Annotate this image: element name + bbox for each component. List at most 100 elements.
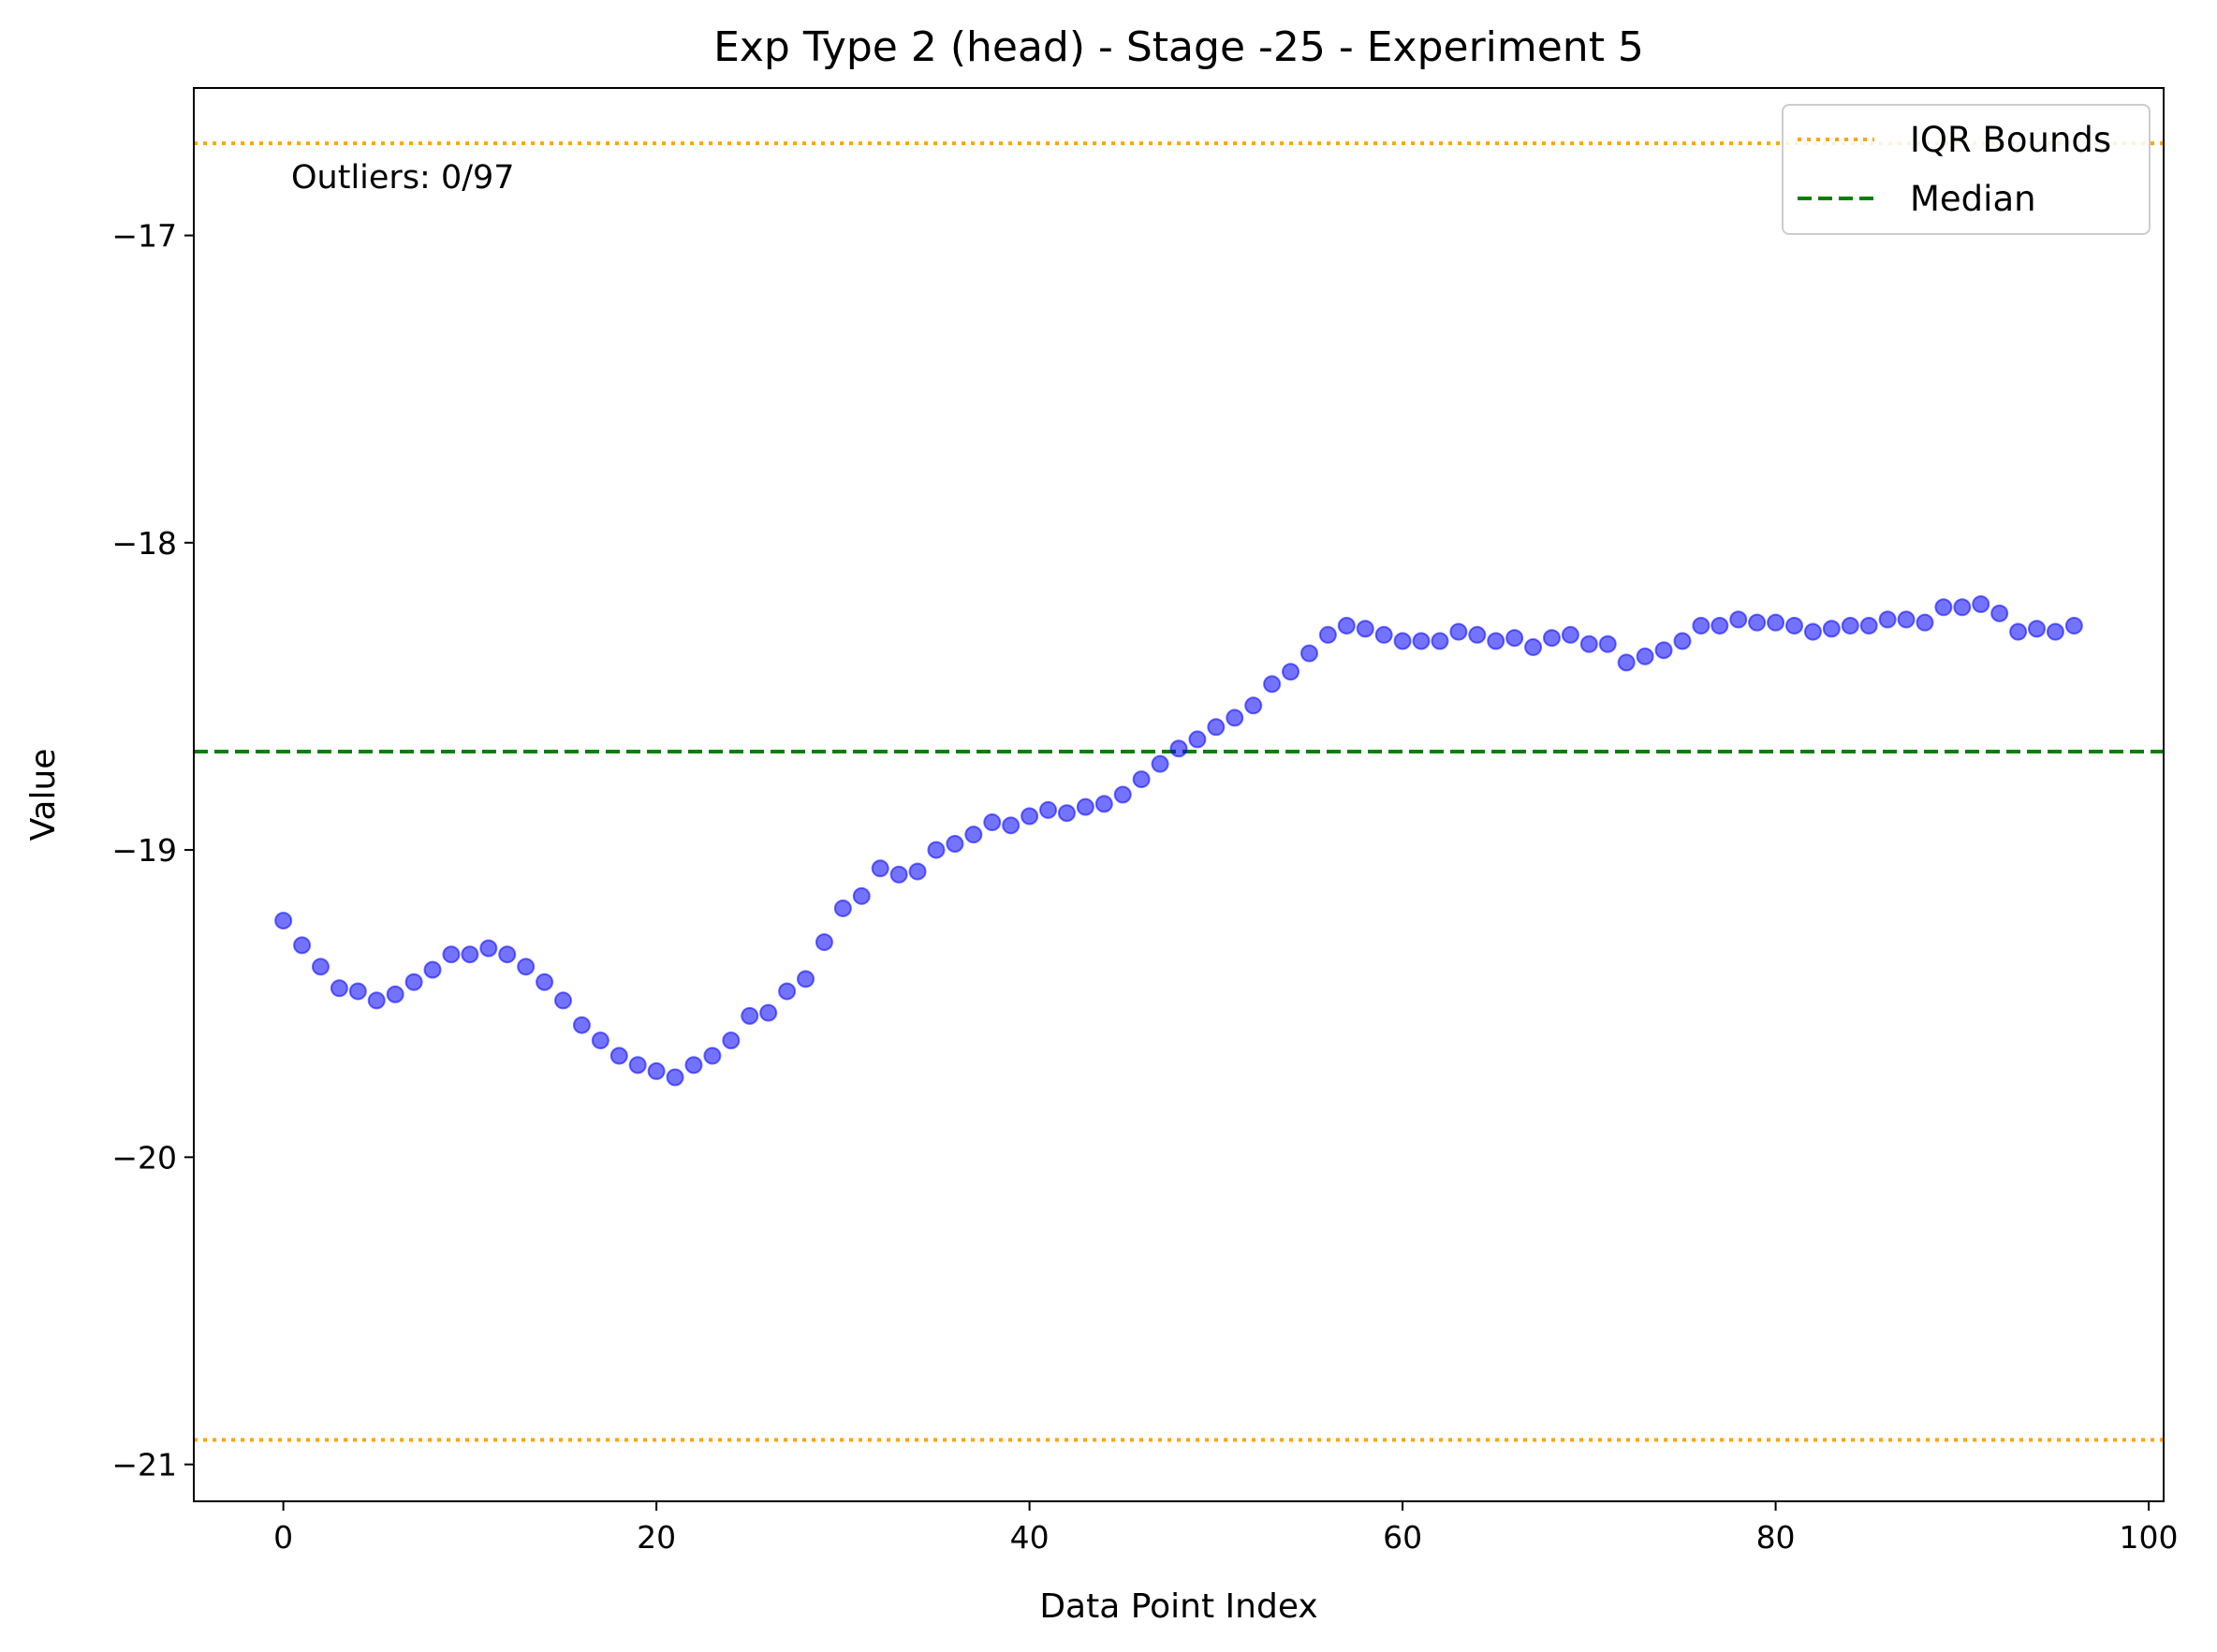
data-point [1897,610,1916,629]
data-point [1337,616,1356,635]
data-point [311,958,330,976]
data-point [1318,625,1337,644]
data-point [703,1046,722,1065]
data-point [2064,616,2083,635]
data-point [461,945,479,964]
plot-frame [193,87,2165,1502]
data-point [1002,816,1020,835]
data-point [1748,613,1767,632]
data-point [1878,610,1897,629]
y-tick-label: −18 [111,525,177,562]
data-point [1449,622,1468,641]
data-point [517,958,536,976]
data-point [1934,598,1953,617]
data-point [1636,647,1654,665]
data-point [1692,616,1710,635]
data-point [1524,637,1543,656]
data-point [628,1056,647,1075]
legend: IQR Bounds Median [1782,104,2151,235]
data-point [1263,675,1282,694]
data-point [946,835,964,854]
data-point [1431,632,1449,651]
data-point [386,985,404,1003]
data-point [759,1003,778,1022]
data-point [1076,797,1094,816]
data-point [1487,632,1505,651]
data-point [1822,620,1841,638]
data-point [1282,663,1300,681]
data-point [1654,641,1673,660]
data-point [833,899,852,917]
data-points [274,594,2083,1087]
y-axis-label: Value [24,749,63,841]
data-point [1542,629,1561,648]
data-point [536,972,554,991]
x-tick-label: 60 [1383,1519,1422,1556]
data-point [1990,604,2009,622]
data-point [1505,629,1524,648]
data-point [348,982,367,1001]
x-axis-label: Data Point Index [1039,1587,1317,1626]
data-point [1356,620,1374,638]
data-point [1767,613,1785,632]
data-point [908,862,927,881]
data-point [1561,625,1579,644]
data-point [2046,622,2064,641]
data-point [1859,616,1878,635]
data-point [983,813,1002,832]
data-point [1132,770,1151,789]
x-tick-label: 40 [1010,1519,1050,1556]
data-point [274,912,293,930]
data-point [1151,754,1169,773]
y-tick-label: −20 [111,1139,177,1176]
data-point [815,933,833,952]
data-point [927,841,946,859]
data-point [1916,613,1934,632]
y-tick-label: −17 [111,218,177,255]
data-point [722,1031,741,1050]
x-tick-label: 0 [273,1519,293,1556]
data-point [2028,620,2047,638]
y-tick-label: −21 [111,1447,177,1484]
data-point [1039,800,1058,819]
y-axis-ticks: −21 −20 −19 −18 −17 [111,218,194,1484]
data-point [479,939,498,958]
data-point [1673,632,1692,651]
data-point [293,936,312,955]
data-point [554,991,572,1010]
legend-box [1782,104,2151,235]
data-point [1785,616,1803,635]
data-point [367,991,386,1010]
data-point [647,1061,666,1080]
data-point [572,1016,591,1034]
data-point [1207,718,1226,737]
data-point [1972,594,1990,613]
data-point [889,865,908,884]
data-point [1393,632,1412,651]
data-point [964,826,983,844]
data-point [1841,616,1859,635]
data-point [498,945,517,964]
data-point [684,1056,703,1075]
data-point [666,1068,684,1087]
data-point [1169,739,1188,758]
data-point [797,970,815,988]
data-point [778,982,797,1001]
data-point [1094,795,1113,813]
data-point [852,886,871,905]
data-point [1020,807,1039,826]
data-point [1057,804,1076,823]
data-point [1617,653,1636,672]
data-point [442,945,461,964]
x-axis-ticks: 0 20 40 60 80 100 [273,1501,2179,1556]
data-point [1113,785,1132,804]
data-point [330,979,348,998]
data-point [1374,625,1393,644]
data-point [1188,730,1207,749]
data-point [871,859,889,878]
x-tick-label: 20 [637,1519,676,1556]
data-point [1598,635,1617,653]
legend-median-label: Median [1910,179,2036,219]
